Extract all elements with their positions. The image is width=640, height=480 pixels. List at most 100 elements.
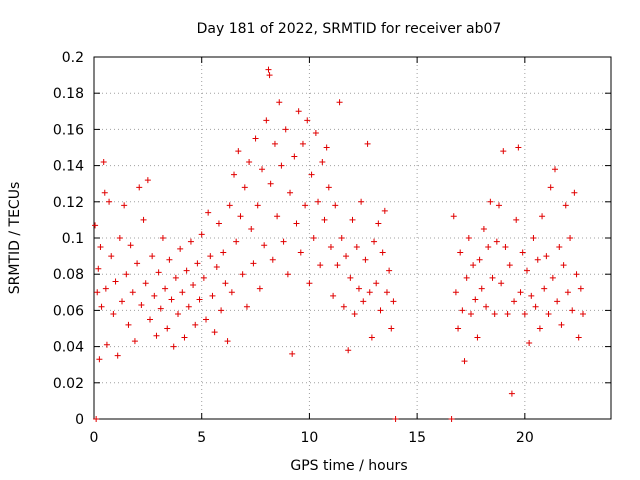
- data-point: [386, 267, 393, 274]
- data-point: [164, 325, 171, 332]
- data-point: [564, 289, 571, 296]
- data-point: [157, 305, 164, 312]
- data-point: [491, 311, 498, 318]
- data-point: [181, 334, 188, 341]
- data-point: [485, 244, 492, 251]
- y-tick-labels: 0 0.02 0.04 0.06 0.08 0.1 0.12 0.14 0.16 0.18 0.2: [53, 50, 84, 428]
- data-point: [159, 235, 166, 241]
- x-tick-label: 10: [301, 430, 319, 446]
- data-point: [519, 249, 526, 256]
- data-point: [297, 249, 304, 256]
- data-point: [493, 238, 500, 245]
- data-point: [190, 282, 197, 289]
- y-tick-label: 0.16: [53, 122, 84, 138]
- data-point: [530, 235, 537, 241]
- data-point: [94, 289, 101, 296]
- data-point: [536, 325, 543, 332]
- data-point: [153, 332, 160, 339]
- data-point: [228, 289, 235, 296]
- data-point: [138, 301, 145, 308]
- data-point: [267, 180, 274, 187]
- data-point: [375, 220, 382, 227]
- data-point: [168, 296, 175, 303]
- data-point: [476, 256, 483, 263]
- data-point: [155, 269, 162, 276]
- data-point: [172, 274, 179, 281]
- chart-title: Day 181 of 2022, SRMTID for receiver ab0…: [197, 21, 502, 37]
- data-point: [500, 148, 507, 155]
- data-point: [207, 253, 214, 260]
- data-point: [261, 242, 268, 249]
- data-point: [271, 140, 278, 147]
- data-point: [452, 289, 459, 296]
- y-tick-label: 0.08: [53, 267, 84, 283]
- data-point: [478, 285, 485, 292]
- data-point: [198, 231, 205, 238]
- y-axis-label: SRMTID / TECUs: [7, 182, 23, 295]
- data-point: [362, 256, 369, 263]
- data-point: [534, 256, 541, 263]
- data-point: [192, 321, 199, 328]
- data-point: [323, 144, 330, 151]
- data-point: [144, 177, 151, 184]
- data-point: [97, 244, 104, 251]
- data-point: [106, 198, 113, 205]
- data-point: [116, 235, 123, 241]
- data-point: [256, 285, 263, 292]
- data-point: [224, 338, 231, 345]
- data-point: [526, 339, 533, 346]
- data-point: [215, 220, 222, 227]
- data-point: [521, 311, 528, 318]
- axis-ticks: [93, 56, 611, 420]
- data-point: [506, 262, 513, 269]
- data-point: [295, 108, 302, 115]
- data-point: [388, 325, 395, 332]
- y-tick-label: 0.1: [62, 231, 84, 247]
- data-point: [185, 303, 192, 310]
- data-point: [317, 262, 324, 269]
- data-point: [241, 184, 248, 191]
- data-point: [175, 311, 182, 318]
- data-point: [532, 303, 539, 310]
- data-point: [539, 213, 546, 220]
- data-point: [96, 356, 103, 363]
- y-tick-label: 0.06: [53, 303, 84, 319]
- data-point: [134, 260, 141, 267]
- data-point: [293, 220, 300, 227]
- data-point: [131, 338, 138, 345]
- data-point: [549, 274, 556, 281]
- data-point: [330, 292, 337, 299]
- data-point: [235, 148, 242, 155]
- data-point: [457, 249, 464, 256]
- data-point: [136, 184, 143, 191]
- y-tick-label: 0: [75, 412, 84, 428]
- data-point: [545, 311, 552, 318]
- data-point: [112, 278, 119, 285]
- data-point: [170, 343, 177, 350]
- data-point: [321, 216, 328, 223]
- data-point: [177, 245, 184, 252]
- data-point: [183, 267, 190, 274]
- data-point: [379, 249, 386, 256]
- y-tick-label: 0.2: [62, 50, 84, 66]
- data-point: [147, 316, 154, 323]
- data-point: [392, 416, 399, 422]
- data-point: [515, 144, 522, 151]
- data-point: [338, 235, 345, 241]
- data-point: [246, 158, 253, 165]
- data-point: [280, 238, 287, 245]
- data-point: [203, 316, 210, 323]
- data-point: [513, 216, 520, 223]
- data-point: [332, 202, 339, 209]
- data-point: [336, 99, 343, 106]
- data-point: [390, 298, 397, 305]
- data-point: [360, 298, 367, 305]
- data-point: [142, 280, 149, 287]
- data-point: [312, 130, 319, 137]
- data-point: [459, 307, 466, 314]
- data-point: [306, 280, 313, 287]
- y-tick-label: 0.02: [53, 376, 84, 392]
- data-point: [239, 271, 246, 278]
- data-point: [569, 307, 576, 314]
